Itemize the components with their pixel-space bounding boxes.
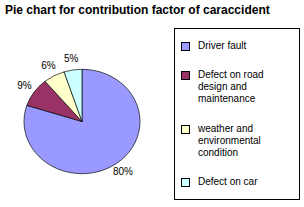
- svg-text:6%: 6%: [41, 60, 56, 71]
- svg-text:9%: 9%: [17, 80, 32, 91]
- svg-text:80%: 80%: [113, 166, 133, 177]
- html-text:Driver fault: Driver fault: [198, 39, 247, 51]
- html-text:Defect on road design and main: Defect on road design and maintenance: [198, 69, 264, 105]
- svg-text:5%: 5%: [64, 53, 79, 64]
- html-text:Defect on car: Defect on car: [198, 176, 258, 188]
- html-text:weather and environmental cond: weather and environmental condition: [198, 122, 261, 158]
- html-text:Pie chart for contribution fac: Pie chart for contribution factor of car…: [5, 3, 270, 17]
